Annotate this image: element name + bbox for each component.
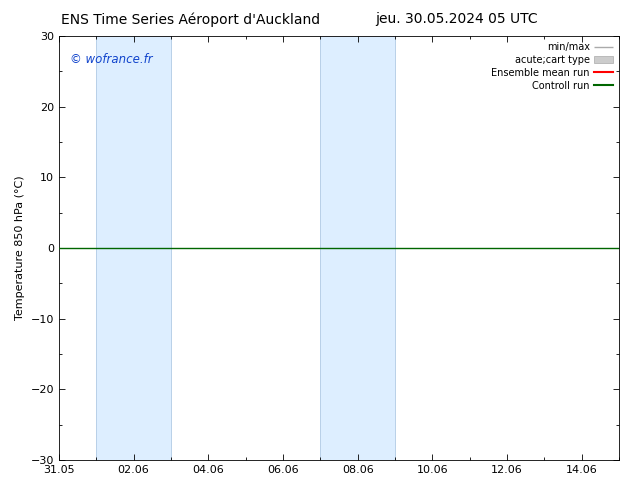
Y-axis label: Temperature 850 hPa (°C): Temperature 850 hPa (°C) [15, 176, 25, 320]
Bar [320, 36, 395, 460]
Text: ENS Time Series Aéroport d'Auckland: ENS Time Series Aéroport d'Auckland [61, 12, 320, 27]
Bar [96, 36, 171, 460]
Text: © wofrance.fr: © wofrance.fr [70, 53, 153, 66]
Legend: min/max, acute;cart type, Ensemble mean run, Controll run: min/max, acute;cart type, Ensemble mean … [488, 38, 617, 95]
Text: jeu. 30.05.2024 05 UTC: jeu. 30.05.2024 05 UTC [375, 12, 538, 26]
